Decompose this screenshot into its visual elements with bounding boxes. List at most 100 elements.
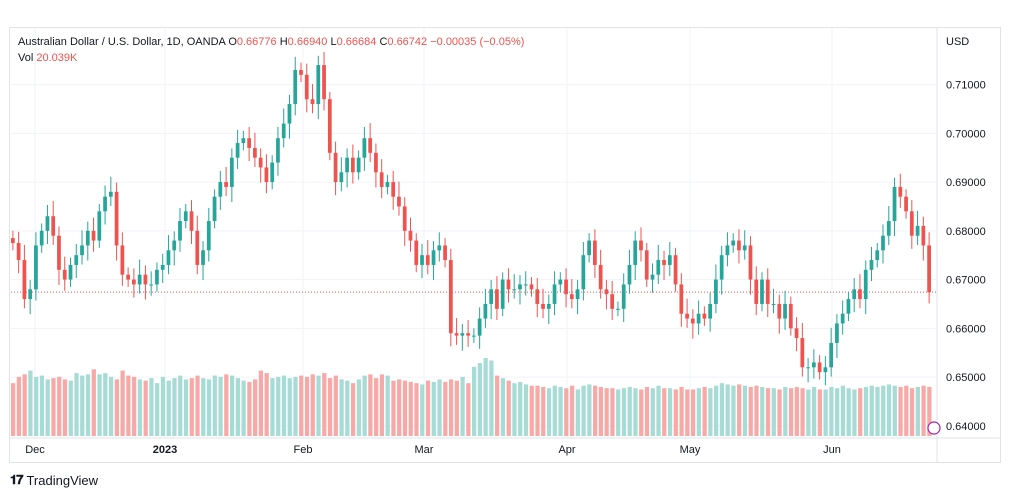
volume-bar	[477, 363, 483, 436]
volume-bar	[448, 379, 454, 436]
brand-name: TradingView	[26, 472, 99, 488]
volume-bar	[621, 388, 627, 436]
volume-bar	[696, 388, 701, 436]
candle-body	[299, 69, 303, 75]
volume-bar	[829, 386, 834, 436]
candle-body	[650, 274, 655, 280]
volume-bar	[218, 376, 223, 436]
volume-bar	[431, 381, 436, 436]
candle-body	[287, 104, 292, 124]
volume-bar	[886, 384, 892, 436]
candle-body	[253, 147, 257, 158]
candle-body	[293, 69, 298, 105]
candle-body	[564, 279, 568, 295]
candle-body	[437, 245, 442, 251]
candle-body	[731, 240, 736, 246]
candle-body	[178, 221, 182, 241]
candle-body	[840, 313, 845, 324]
volume-bar	[333, 375, 338, 436]
volume-bar	[91, 369, 96, 436]
candle-body	[714, 279, 718, 304]
volume-bar	[835, 388, 840, 436]
volume-bar	[126, 375, 131, 436]
candle-body	[817, 362, 822, 373]
volume-bar	[235, 378, 240, 436]
volume-bar	[39, 375, 45, 436]
candle-body	[345, 157, 349, 173]
candle-body	[909, 211, 914, 236]
volume-bar	[166, 380, 171, 436]
volume-bar	[80, 375, 85, 436]
candle-body	[218, 182, 223, 197]
volume-bar	[402, 380, 408, 436]
symbol-title: Australian Dollar / U.S. Dollar, 1D, OAN…	[18, 36, 226, 48]
candle-body	[575, 289, 580, 300]
candle-body	[644, 250, 649, 280]
change-value: −0.00035 (−0.05%)	[430, 36, 525, 48]
y-tick-label: 0.65000	[946, 372, 986, 384]
x-tick-label: May	[680, 444, 701, 456]
candle-body	[160, 264, 165, 270]
candle-body	[529, 284, 534, 290]
candle-body	[875, 250, 880, 261]
candle-body	[241, 138, 246, 144]
candle-body	[489, 289, 494, 304]
volume-bar	[575, 389, 580, 436]
volume-bar	[155, 383, 160, 436]
y-tick-label: 0.71000	[946, 80, 986, 92]
volume-bar	[581, 385, 586, 436]
candle-body	[788, 303, 793, 329]
candle-body	[679, 284, 684, 314]
candle-body	[863, 269, 868, 300]
volume-bar	[362, 375, 367, 436]
volume-bar	[224, 374, 229, 436]
close-value: 0.66742	[387, 36, 428, 48]
volume-bar	[662, 388, 667, 436]
volume-bar	[552, 385, 557, 436]
volume-bar	[846, 388, 851, 436]
volume-bar	[927, 386, 932, 436]
volume-bar	[852, 389, 857, 436]
x-tick-label: Apr	[558, 444, 575, 456]
candle-body	[368, 138, 373, 153]
volume-bar	[385, 375, 390, 436]
x-tick-label: Mar	[415, 444, 434, 456]
volume-bar	[414, 383, 419, 436]
chart-frame	[9, 27, 1001, 463]
candle-body	[685, 313, 689, 319]
volume-bar	[725, 384, 730, 436]
candle-body	[322, 65, 326, 100]
volume-bar	[627, 386, 632, 436]
volume-bar	[512, 383, 517, 436]
volume-bar	[137, 379, 143, 436]
volume-bar	[546, 388, 552, 436]
volume-bar	[310, 374, 315, 436]
volume-bar	[483, 358, 488, 436]
high-label: H	[279, 36, 288, 48]
volume-bar	[788, 388, 794, 436]
candle-body	[541, 303, 545, 309]
volume-label: Vol	[18, 52, 34, 64]
candle-body	[91, 230, 96, 241]
candle-body	[39, 230, 44, 246]
candle-body	[627, 264, 632, 285]
volume-bar	[558, 386, 563, 436]
candle-body	[569, 294, 574, 300]
volume-bar	[178, 375, 183, 436]
volume-bar	[350, 383, 356, 436]
volume-bar	[327, 378, 333, 436]
candle-body	[16, 243, 21, 261]
volume-bar	[45, 379, 50, 436]
volume-bar	[523, 384, 529, 436]
candle-body	[258, 157, 263, 168]
candle-body	[155, 269, 159, 285]
candle-body	[350, 157, 355, 173]
candle-body	[506, 279, 511, 290]
footer-brand[interactable]: 𝟏𝟕 TradingView	[10, 472, 98, 488]
candle-body	[760, 279, 764, 304]
candle-body	[806, 367, 810, 369]
candle-body	[639, 240, 643, 251]
candle-body	[765, 279, 770, 304]
volume-bar	[68, 380, 73, 436]
